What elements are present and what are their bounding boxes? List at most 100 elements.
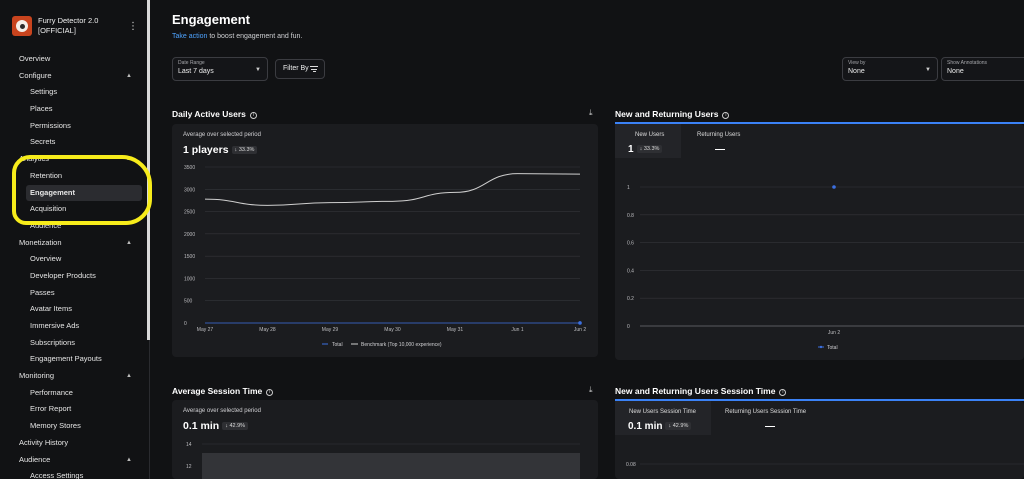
sidebar-item-memory-stores[interactable]: Memory Stores xyxy=(0,418,146,435)
sidebar-item-permissions[interactable]: Permissions xyxy=(0,118,146,135)
info-icon[interactable]: i xyxy=(779,389,787,396)
page-title: Engagement xyxy=(172,12,251,27)
dau-value-text: 1 players xyxy=(183,144,229,156)
nru-title: New and Returning Users i xyxy=(615,109,730,119)
sidebar-item-monitoring[interactable]: Monitoring ▲ xyxy=(0,368,146,385)
chevron-up-icon[interactable]: ▲ xyxy=(126,239,132,246)
sidebar-item-subscriptions[interactable]: Subscriptions xyxy=(0,335,146,352)
tab-returning-users-session-time[interactable]: Returning Users Session Time — xyxy=(715,401,855,435)
chevron-up-icon[interactable]: ▲ xyxy=(126,72,132,79)
sidebar-item-monetization[interactable]: Monetization ▲ xyxy=(0,235,146,252)
sidebar-item-performance[interactable]: Performance xyxy=(0,385,146,402)
date-range-value: Last 7 days xyxy=(178,68,214,75)
ast-title: Average Session Time i xyxy=(172,386,274,396)
tab-new-users-session-time-value: 0.1 min ↓ 42.9% xyxy=(628,421,692,432)
tab-returning-users-session-time-value: — xyxy=(765,421,775,432)
tab-new-users-session-time[interactable]: New Users Session Time 0.1 min ↓ 42.9% xyxy=(615,401,711,435)
nrust-title-text: New and Returning Users Session Time xyxy=(615,386,776,396)
nrust-chart: 0.08 xyxy=(626,462,1024,468)
total-point xyxy=(832,185,836,189)
sidebar-item-audience[interactable]: Audience xyxy=(0,218,146,235)
chevron-up-icon[interactable]: ▲ xyxy=(126,373,132,380)
ast-value-text: 0.1 min xyxy=(183,420,220,432)
sidebar-item-audience[interactable]: Audience ▲ xyxy=(0,452,146,469)
dau-card: Average over selected period 1 players ↓ … xyxy=(172,124,598,357)
info-icon[interactable]: i xyxy=(722,112,730,119)
sidebar-item-developer-products[interactable]: Developer Products xyxy=(0,268,146,285)
ast-title-text: Average Session Time xyxy=(172,386,263,396)
sidebar-item-access-settings[interactable]: Access Settings xyxy=(0,468,146,479)
nrust-card: New Users Session Time 0.1 min ↓ 42.9% Re… xyxy=(615,401,1024,479)
sidebar-item-error-report[interactable]: Error Report xyxy=(0,401,146,418)
sidebar-item-label: Error Report xyxy=(30,404,72,414)
y-tick-label: 1500 xyxy=(184,254,195,260)
y-tick-label: 0.8 xyxy=(627,213,634,219)
x-tick-label: Jun 1 xyxy=(511,327,523,333)
tab-returning-users[interactable]: Returning Users — xyxy=(685,124,785,158)
chevron-up-icon[interactable]: ▲ xyxy=(126,156,132,163)
y-tick-label: 0.2 xyxy=(627,296,634,302)
sidebar-item-secrets[interactable]: Secrets xyxy=(0,134,146,151)
chevron-down-icon: ▼ xyxy=(925,67,931,73)
sidebar-item-engagement-payouts[interactable]: Engagement Payouts xyxy=(0,351,146,368)
app-header[interactable]: Furry Detector 2.0 [OFFICIAL] ⋮ xyxy=(12,14,140,42)
show-annotations-value: None xyxy=(947,68,964,75)
new-users-session-time-value: 0.1 min xyxy=(628,421,663,432)
nrust-title: New and Returning Users Session Time i xyxy=(615,386,787,396)
y-tick-label: 0 xyxy=(184,321,187,327)
sidebar-item-configure[interactable]: Configure ▲ xyxy=(0,68,146,85)
new-users-change-badge: ↓ 33.3% xyxy=(636,145,663,153)
sidebar-item-immersive-ads[interactable]: Immersive Ads xyxy=(0,318,146,335)
page-subtitle: Take action to boost engagement and fun. xyxy=(172,33,302,40)
legend-benchmark-label: Benchmark (Top 10,000 experience) xyxy=(361,342,442,348)
sidebar: Furry Detector 2.0 [OFFICIAL] ⋮ Overview… xyxy=(0,0,150,479)
sidebar-item-label: Retention xyxy=(30,170,63,180)
sidebar-item-engagement[interactable]: Engagement xyxy=(26,184,142,202)
sidebar-item-overview[interactable]: Overview xyxy=(0,51,146,68)
kebab-menu-icon[interactable]: ⋮ xyxy=(128,21,138,32)
sidebar-item-acquisition[interactable]: Acquisition xyxy=(0,201,146,218)
sidebar-item-retention[interactable]: Retention xyxy=(0,168,146,185)
sidebar-item-overview[interactable]: Overview xyxy=(0,251,146,268)
x-tick-label: May 28 xyxy=(259,327,276,333)
show-annotations-label: Show Annotations xyxy=(947,60,988,66)
nru-card: New Users 1 ↓ 33.3% Returning Users — 0 0.… xyxy=(615,124,1024,360)
chevron-down-icon: ▼ xyxy=(255,67,261,73)
sidebar-item-settings[interactable]: Settings xyxy=(0,84,146,101)
x-tick-label: May 27 xyxy=(197,327,214,333)
dau-chart: 0 500 1000 1500 2000 2500 3000 3500 May 27 May 28… xyxy=(184,165,586,348)
info-icon[interactable]: i xyxy=(266,389,274,396)
nru-underline xyxy=(615,122,1024,124)
x-tick-label: Jun 2 xyxy=(828,330,840,336)
new-users-value: 1 xyxy=(628,144,634,155)
sidebar-item-label: Audience xyxy=(19,454,51,464)
chevron-up-icon[interactable]: ▲ xyxy=(126,456,132,463)
sidebar-scrollbar[interactable] xyxy=(147,0,150,340)
dau-caption: Average over selected period xyxy=(183,132,261,138)
sidebar-item-passes[interactable]: Passes xyxy=(0,285,146,302)
sidebar-item-label: Acquisition xyxy=(30,204,67,214)
sidebar-item-activity-history[interactable]: Activity History xyxy=(0,435,146,452)
sidebar-item-analytics[interactable]: Analytics ▲ xyxy=(0,151,146,168)
download-icon[interactable]: ⤓ xyxy=(589,385,593,394)
sidebar-item-label: Activity History xyxy=(19,437,69,447)
take-action-link[interactable]: Take action xyxy=(172,33,208,40)
sidebar-item-avatar-items[interactable]: Avatar Items xyxy=(0,301,146,318)
tab-new-users-value: 1 ↓ 33.3% xyxy=(628,144,663,155)
ast-value: 0.1 min ↓ 42.9% xyxy=(183,420,249,432)
show-annotations-select[interactable]: Show Annotations None xyxy=(941,57,1024,81)
y-tick-label: 2000 xyxy=(184,232,195,238)
sidebar-item-label: Access Settings xyxy=(30,471,84,479)
sidebar-item-label: Permissions xyxy=(30,120,71,130)
dau-change-badge: ↓ 33.3% xyxy=(231,146,258,154)
sidebar-item-label: Analytics xyxy=(19,154,50,164)
view-by-select[interactable]: View by None ▼ xyxy=(842,57,938,81)
date-range-select[interactable]: Date Range Last 7 days ▼ xyxy=(172,57,268,81)
ast-caption: Average over selected period xyxy=(183,408,261,414)
tab-new-users[interactable]: New Users 1 ↓ 33.3% xyxy=(615,124,681,158)
info-icon[interactable]: i xyxy=(249,112,257,119)
filter-by-button[interactable]: Filter By xyxy=(275,59,325,79)
download-icon[interactable]: ⤓ xyxy=(589,108,593,117)
app-name-line2: [OFFICIAL] xyxy=(38,26,76,35)
sidebar-item-places[interactable]: Places xyxy=(0,101,146,118)
